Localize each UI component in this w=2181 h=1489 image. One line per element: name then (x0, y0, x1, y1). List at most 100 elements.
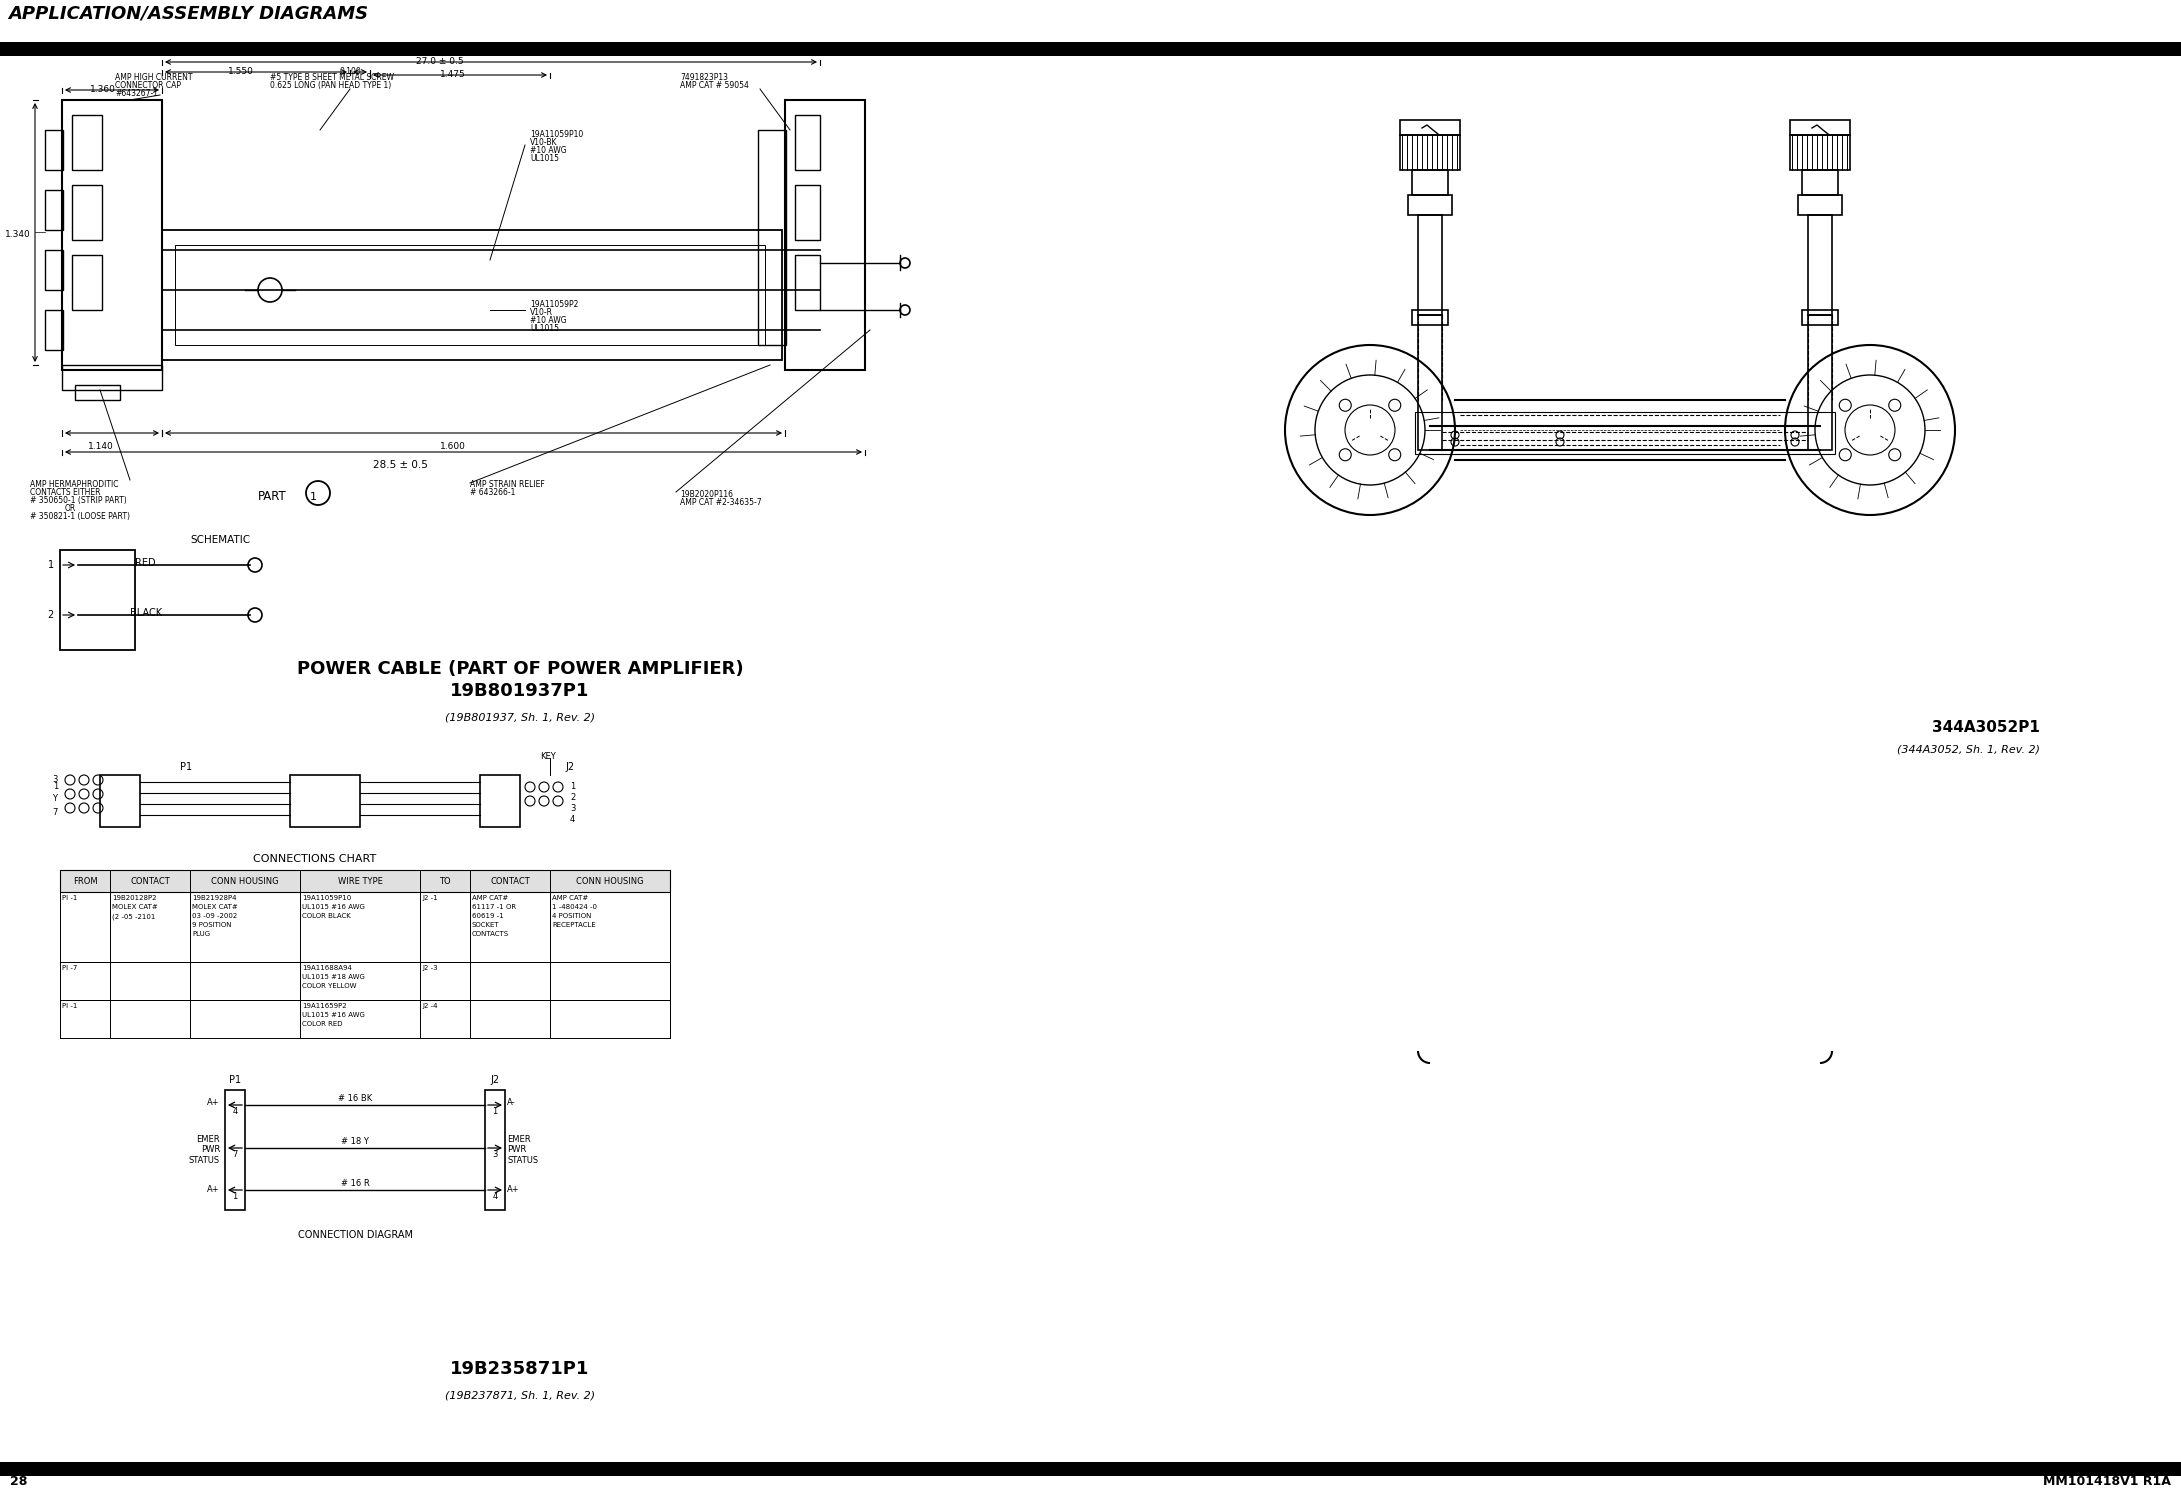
Text: 1: 1 (52, 782, 59, 791)
Text: J2 -1: J2 -1 (421, 895, 438, 901)
Text: # 350650-1 (STRIP PART): # 350650-1 (STRIP PART) (31, 496, 126, 505)
Text: 4 POSITION: 4 POSITION (552, 913, 591, 919)
Text: AMP HIGH CURRENT: AMP HIGH CURRENT (116, 73, 192, 82)
Text: (2 -05 -2101: (2 -05 -2101 (111, 913, 155, 920)
Text: 19A11059P10: 19A11059P10 (530, 130, 582, 138)
Text: OR: OR (65, 503, 76, 514)
Bar (1808, 316, 1832, 450)
Text: COLOR BLACK: COLOR BLACK (301, 913, 351, 919)
Text: V10-R: V10-R (530, 308, 554, 317)
Bar (1802, 170, 1839, 195)
Text: UL1015 #16 AWG: UL1015 #16 AWG (301, 904, 364, 910)
Text: #10 AWG: #10 AWG (530, 146, 567, 155)
Bar (1802, 310, 1839, 325)
Text: P1: P1 (229, 1075, 242, 1085)
Bar (796, 185, 820, 240)
Bar (484, 1090, 506, 1211)
Text: AMP CAT #2-34635-7: AMP CAT #2-34635-7 (680, 497, 761, 506)
Text: 61117 -1 OR: 61117 -1 OR (471, 904, 517, 910)
Text: # 350821-1 (LOOSE PART): # 350821-1 (LOOSE PART) (31, 512, 131, 521)
Text: BLACK: BLACK (131, 608, 161, 618)
Bar (100, 774, 140, 826)
Bar (72, 185, 103, 240)
Text: A+: A+ (207, 1097, 220, 1106)
Text: COLOR RED: COLOR RED (301, 1021, 342, 1027)
Text: EMER
PWR
STATUS: EMER PWR STATUS (506, 1135, 539, 1164)
Bar (1418, 214, 1442, 316)
Text: AMP CAT # 59054: AMP CAT # 59054 (680, 80, 748, 89)
Text: COLOR YELLOW: COLOR YELLOW (301, 983, 356, 989)
Text: J2 -3: J2 -3 (421, 965, 438, 971)
Bar (290, 774, 360, 826)
Bar (225, 1090, 244, 1211)
Text: 1: 1 (493, 1106, 497, 1115)
Text: # 16 R: # 16 R (340, 1179, 369, 1188)
Text: MOLEX CAT#: MOLEX CAT# (192, 904, 238, 910)
Bar (1797, 195, 1843, 214)
Text: UL1015: UL1015 (530, 153, 558, 162)
Text: CONN HOUSING: CONN HOUSING (212, 877, 279, 886)
Text: APPLICATION/ASSEMBLY DIAGRAMS: APPLICATION/ASSEMBLY DIAGRAMS (9, 4, 369, 22)
Text: #643267-1: #643267-1 (116, 89, 157, 98)
Text: 19B21928P4: 19B21928P4 (192, 895, 236, 901)
Text: 1: 1 (48, 560, 55, 570)
Text: 19B235871P1: 19B235871P1 (449, 1359, 589, 1377)
Text: PART: PART (257, 490, 286, 503)
Text: CONNECTIONS CHART: CONNECTIONS CHART (253, 855, 377, 864)
Text: (344A3052, Sh. 1, Rev. 2): (344A3052, Sh. 1, Rev. 2) (1897, 744, 2039, 753)
Bar (46, 191, 63, 229)
Text: J2 -4: J2 -4 (421, 1004, 438, 1010)
Bar (61, 365, 161, 390)
Text: CONTACT: CONTACT (131, 877, 170, 886)
Bar (796, 255, 820, 310)
Text: AMP CAT#: AMP CAT# (552, 895, 589, 901)
Text: 7: 7 (52, 809, 57, 817)
Bar (61, 892, 670, 962)
Bar (61, 1001, 670, 1038)
Text: 1.360: 1.360 (89, 85, 116, 94)
Text: 9 POSITION: 9 POSITION (192, 922, 231, 928)
Bar (46, 250, 63, 290)
Text: SCHEMATIC: SCHEMATIC (190, 535, 251, 545)
Text: WIRE TYPE: WIRE TYPE (338, 877, 382, 886)
Text: CONN HOUSING: CONN HOUSING (576, 877, 643, 886)
Bar (174, 246, 766, 345)
Text: 2: 2 (569, 794, 576, 803)
Text: 19A11059P10: 19A11059P10 (301, 895, 351, 901)
Text: 3: 3 (52, 774, 57, 785)
Text: AMP CAT#: AMP CAT# (471, 895, 508, 901)
Text: PI -1: PI -1 (61, 895, 76, 901)
Bar (61, 549, 135, 651)
Text: AMP STRAIN RELIEF: AMP STRAIN RELIEF (469, 479, 545, 488)
Text: EMER
PWR
STATUS: EMER PWR STATUS (190, 1135, 220, 1164)
Bar (785, 100, 866, 369)
Bar (759, 130, 785, 345)
Text: 60619 -1: 60619 -1 (471, 913, 504, 919)
Text: KEY: KEY (541, 752, 556, 761)
Text: 19B801937P1: 19B801937P1 (449, 682, 589, 700)
Text: 3: 3 (493, 1150, 497, 1158)
Text: PI -1: PI -1 (61, 1004, 76, 1010)
Text: 0.625 LONG (PAN HEAD TYPE 1): 0.625 LONG (PAN HEAD TYPE 1) (270, 80, 390, 89)
Text: A+: A+ (207, 1185, 220, 1194)
Text: 19A11059P2: 19A11059P2 (530, 299, 578, 310)
Text: 7491823P13: 7491823P13 (680, 73, 728, 82)
Text: MM101418V1 R1A: MM101418V1 R1A (2044, 1476, 2170, 1488)
Text: 1.475: 1.475 (441, 70, 467, 79)
Bar (1418, 316, 1442, 450)
Bar (74, 386, 120, 401)
Text: RED: RED (135, 558, 155, 567)
Text: PI -7: PI -7 (61, 965, 76, 971)
Text: (19B237871, Sh. 1, Rev. 2): (19B237871, Sh. 1, Rev. 2) (445, 1391, 595, 1400)
Text: 19B2020P116: 19B2020P116 (680, 490, 733, 499)
Bar (1415, 412, 1834, 454)
Bar (1411, 310, 1448, 325)
Text: 27.0 ± 0.5: 27.0 ± 0.5 (417, 57, 465, 66)
Text: 28: 28 (11, 1476, 28, 1488)
Bar (1409, 195, 1453, 214)
Text: PLUG: PLUG (192, 931, 209, 937)
Bar (46, 310, 63, 350)
Text: 7: 7 (233, 1150, 238, 1158)
Text: A-: A- (506, 1097, 515, 1106)
Text: 1.140: 1.140 (87, 442, 113, 451)
